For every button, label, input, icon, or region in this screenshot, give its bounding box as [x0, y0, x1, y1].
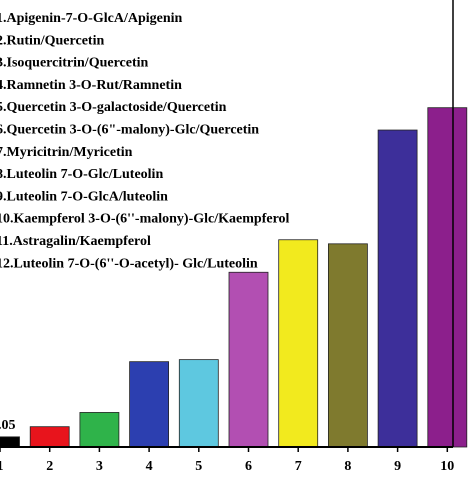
- x-tick-label: 7: [295, 459, 302, 474]
- legend-entry: 1.Apigenin-7-O-GlcA/Apigenin: [0, 11, 183, 26]
- legend-entry: 4.Ramnetin 3-O-Rut/Ramnetin: [0, 78, 182, 93]
- legend-entry: 10.Kaempferol 3-O-(6''-malony)-Glc/Kaemp…: [0, 212, 290, 227]
- data-label: .05: [0, 418, 16, 433]
- bar-8: [327, 243, 368, 448]
- bar-2: [29, 426, 70, 448]
- legend: 1.Apigenin-7-O-GlcA/Apigenin 2.Rutin/Quer…: [0, 11, 290, 271]
- x-tick-label: 4: [146, 459, 153, 474]
- legend-entry: 6.Quercetin 3-O-(6"-malony)-Glc/Querceti…: [0, 123, 259, 138]
- legend-entry: 11.Astragalin/Kaempferol: [0, 234, 151, 249]
- x-tick-label: 3: [96, 459, 103, 474]
- bar-6: [228, 271, 269, 448]
- x-tick-label: 8: [344, 459, 351, 474]
- data-labels: .05: [0, 418, 16, 433]
- x-tick-label: 10: [440, 459, 454, 474]
- x-tick-label: 2: [46, 459, 53, 474]
- bars: [0, 107, 468, 448]
- legend-entry: 3.Isoquercitrin/Quercetin: [0, 56, 149, 71]
- bar-3: [79, 412, 120, 448]
- legend-entry: 9.Luteolin 7-O-GlcA/luteolin: [0, 189, 168, 204]
- bar-7: [278, 239, 319, 448]
- x-tick-label: 1: [0, 459, 4, 474]
- legend-entry: 8.Luteolin 7-O-Glc/Luteolin: [0, 167, 163, 182]
- legend-entry: 2.Rutin/Quercetin: [0, 33, 104, 48]
- bar-4: [129, 361, 170, 448]
- bar-5: [178, 359, 219, 448]
- legend-entry: 7.Myricitrin/Myricetin: [0, 145, 133, 160]
- x-tick-label: 6: [245, 459, 252, 474]
- bar-10: [427, 107, 468, 448]
- x-ticks: 1 2 3 4 5 6 7 8 9 10: [0, 447, 454, 474]
- legend-entry: 5.Quercetin 3-O-galactoside/Quercetin: [0, 100, 227, 115]
- bar-9: [377, 129, 418, 448]
- x-tick-label: 5: [195, 459, 202, 474]
- bar-1: [0, 436, 20, 448]
- x-tick-label: 9: [394, 459, 401, 474]
- legend-entry: 12.Luteolin 7-O-(6''-O-acetyl)- Glc/Lute…: [0, 256, 258, 271]
